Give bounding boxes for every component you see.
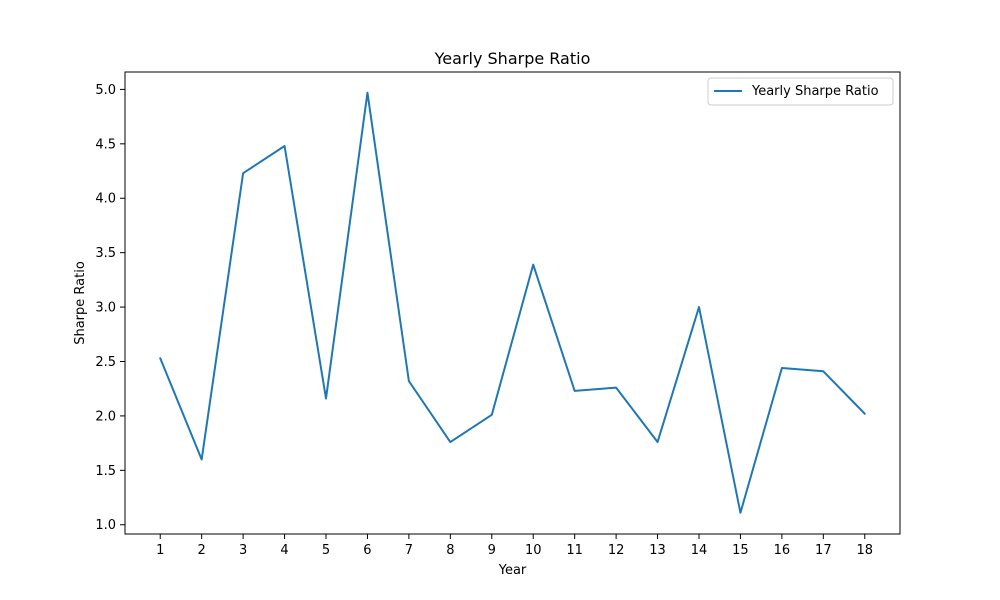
x-tick-label: 3: [239, 543, 247, 558]
legend-box: [707, 77, 894, 106]
chart-title: Yearly Sharpe Ratio: [434, 49, 591, 68]
x-tick-label: 4: [280, 543, 288, 558]
y-tick-label: 2.5: [95, 355, 116, 370]
x-tick-label: 15: [732, 543, 749, 558]
x-tick-label: 13: [649, 543, 666, 558]
x-tick-label: 10: [525, 543, 542, 558]
x-tick-label: 9: [488, 543, 496, 558]
x-tick-label: 16: [774, 543, 791, 558]
x-tick-label: 17: [815, 543, 832, 558]
x-axis: 1 2 3 4 5 6 7 8 9 10 11 12 13 14 15 16 17 18: [156, 534, 873, 558]
x-tick-label: 6: [363, 543, 371, 558]
x-axis-label: Year: [498, 563, 527, 578]
y-axis: 1.0 1.5 2.0 2.5 3.0 3.5 4.0 4.5 5.0: [95, 83, 125, 533]
series-line: [159, 91, 866, 514]
y-tick-label: 3.0: [95, 301, 116, 316]
legend-series-label: Yearly Sharpe Ratio: [751, 84, 879, 99]
x-tick-label: 14: [691, 543, 708, 558]
y-tick-label: 3.5: [95, 246, 116, 261]
x-tick-label: 8: [446, 543, 454, 558]
x-tick-label: 12: [608, 543, 625, 558]
y-axis-label: Sharpe Ratio: [73, 261, 88, 345]
y-tick-label: 4.0: [95, 192, 116, 207]
y-tick-label: 2.0: [95, 409, 116, 424]
series-layer: [159, 91, 866, 514]
y-tick-label: 1.0: [95, 518, 116, 533]
y-tick-label: 4.5: [95, 137, 116, 152]
plot-area-frame: [124, 71, 901, 535]
x-tick-label: 7: [405, 543, 413, 558]
y-tick-label: 1.5: [95, 464, 116, 479]
y-tick-label: 5.0: [95, 83, 116, 98]
x-tick-label: 2: [198, 543, 206, 558]
x-tick-label: 1: [156, 543, 164, 558]
legend: Yearly Sharpe Ratio: [707, 77, 894, 106]
x-tick-label: 5: [322, 543, 330, 558]
x-tick-label: 18: [856, 543, 873, 558]
x-tick-label: 11: [566, 543, 583, 558]
